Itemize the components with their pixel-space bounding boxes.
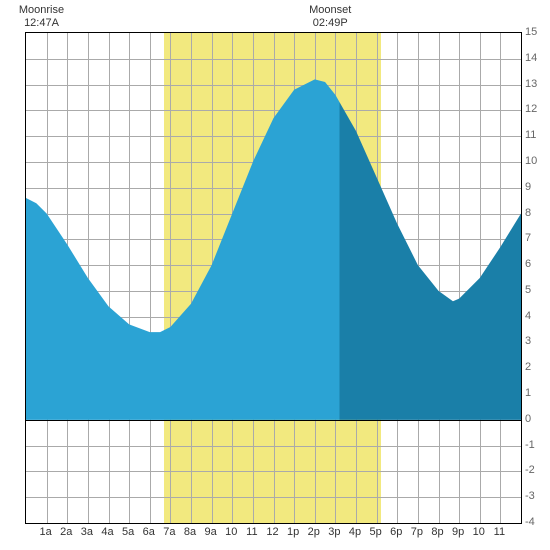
tide-area: [26, 33, 521, 523]
x-axis-label: 12: [266, 526, 278, 538]
moonrise-title: Moonrise: [19, 4, 64, 17]
x-axis-label: 11: [246, 526, 257, 538]
tide-chart: -4-3-2-101234567891011121314151a2a3a4a5a…: [0, 0, 550, 550]
x-axis-label: 6a: [143, 526, 155, 538]
x-axis-label: 5p: [370, 526, 382, 538]
x-axis-label: 4p: [349, 526, 361, 538]
x-axis-label: 8a: [184, 526, 196, 538]
x-axis-label: 3p: [328, 526, 340, 538]
y-axis-label: 10: [525, 155, 545, 167]
x-axis-label: 7a: [163, 526, 175, 538]
plot-area: [25, 32, 522, 524]
y-axis-label: 14: [525, 52, 545, 64]
y-axis-label: 11: [525, 129, 545, 141]
y-axis-label: 6: [525, 258, 545, 270]
y-axis-label: 13: [525, 78, 545, 90]
x-axis-label: 11: [494, 526, 505, 538]
x-axis-label: 9p: [452, 526, 464, 538]
y-axis-label: -1: [525, 439, 545, 451]
y-axis-label: -3: [525, 490, 545, 502]
y-axis-label: 8: [525, 207, 545, 219]
y-axis-label: 7: [525, 232, 545, 244]
moonset-annotation: Moonset02:49P: [309, 4, 351, 30]
x-axis-label: 1p: [287, 526, 299, 538]
x-axis-label: 4a: [101, 526, 113, 538]
x-axis-label: 2a: [60, 526, 72, 538]
x-axis-label: 7p: [411, 526, 423, 538]
tide-light: [26, 79, 340, 419]
y-axis-label: 1: [525, 387, 545, 399]
x-axis-label: 2p: [308, 526, 320, 538]
y-axis-label: 5: [525, 284, 545, 296]
moonrise-annotation: Moonrise12:47A: [19, 4, 64, 30]
y-axis-label: 15: [525, 26, 545, 38]
moonrise-time: 12:47A: [19, 17, 64, 30]
y-axis-label: 0: [525, 413, 545, 425]
tide-dark: [340, 102, 522, 420]
y-axis-label: 4: [525, 310, 545, 322]
x-axis-label: 9a: [205, 526, 217, 538]
x-axis-label: 1a: [40, 526, 52, 538]
moonset-time: 02:49P: [309, 17, 351, 30]
y-axis-label: -4: [525, 516, 545, 528]
x-axis-label: 6p: [390, 526, 402, 538]
x-axis-label: 8p: [431, 526, 443, 538]
x-axis-label: 5a: [122, 526, 134, 538]
x-axis-label: 10: [473, 526, 485, 538]
y-axis-label: 3: [525, 335, 545, 347]
y-axis-label: -2: [525, 464, 545, 476]
x-axis-label: 10: [225, 526, 237, 538]
moonset-title: Moonset: [309, 4, 351, 17]
y-axis-label: 12: [525, 103, 545, 115]
y-axis-label: 9: [525, 181, 545, 193]
y-axis-label: 2: [525, 361, 545, 373]
x-axis-label: 3a: [81, 526, 93, 538]
